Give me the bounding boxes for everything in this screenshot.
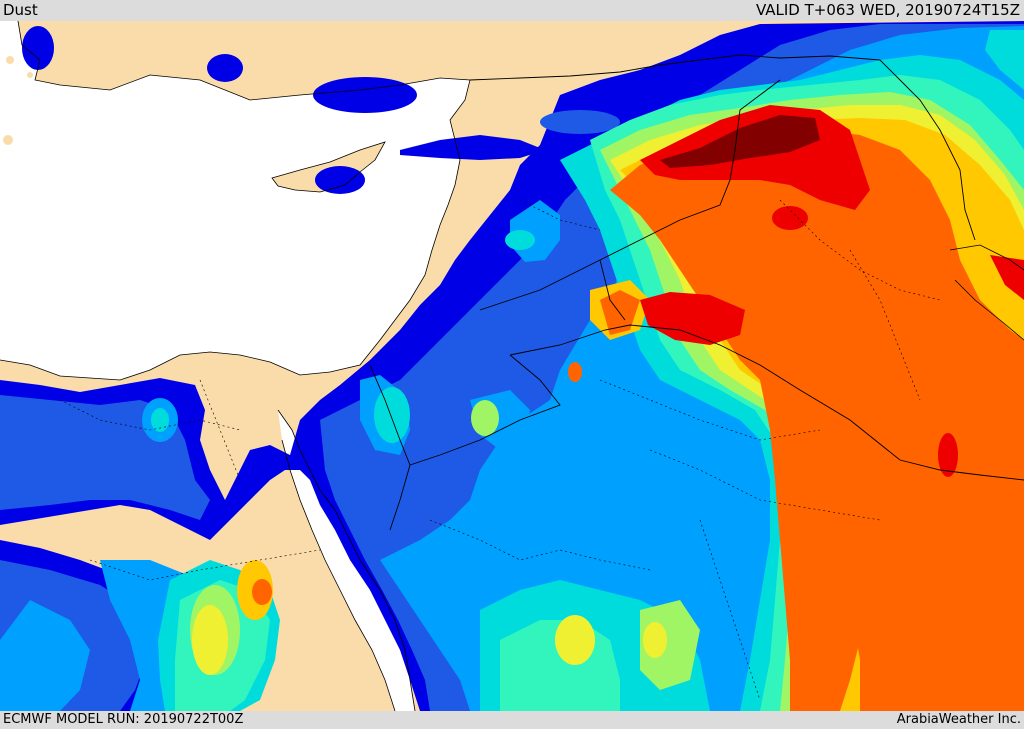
country-borders	[369, 54, 1024, 531]
header-bar: Dust VALID T+063 WED, 20190724T15Z	[0, 0, 1024, 21]
credit-label: ArabiaWeather Inc.	[896, 712, 1021, 727]
valid-time-label: VALID T+063 WED, 20190724T15Z	[755, 1, 1020, 19]
cyprus-island	[272, 142, 385, 192]
model-run-label: ECMWF MODEL RUN: 20190722T00Z	[3, 712, 244, 727]
dust-level-9	[252, 130, 1024, 711]
map-title: Dust	[3, 1, 38, 19]
dust-level-11	[660, 115, 820, 168]
footer-bar: ECMWF MODEL RUN: 20190722T00Z ArabiaWeat…	[0, 711, 1024, 729]
province-borders	[59, 199, 941, 701]
coastlines	[0, 21, 1024, 711]
dust-forecast-map	[0, 21, 1024, 711]
